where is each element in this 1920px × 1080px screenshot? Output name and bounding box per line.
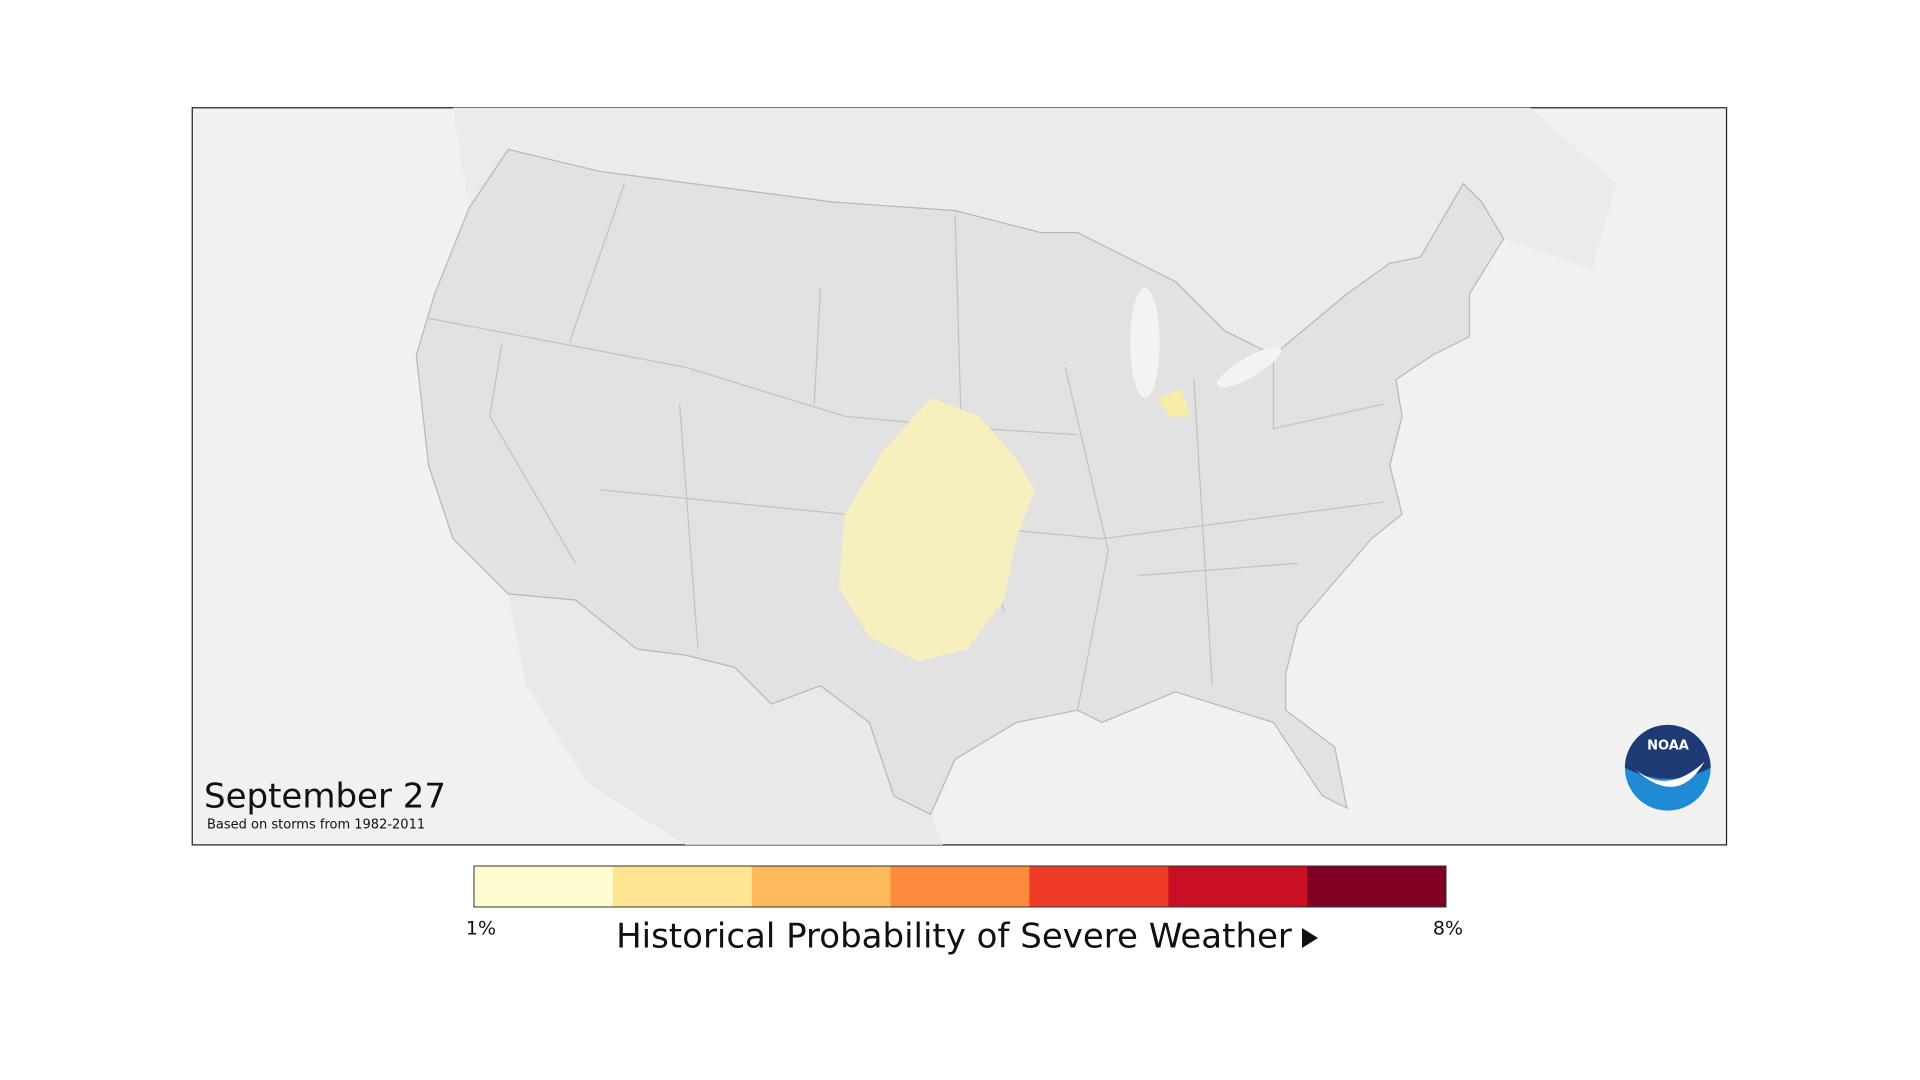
noaa-logo xyxy=(1624,724,1711,811)
color-bin xyxy=(474,866,614,907)
map-layer xyxy=(191,107,1728,846)
legend-max-label: 8% xyxy=(1433,918,1463,940)
logo-text: NOAA xyxy=(1647,739,1689,754)
lake-erie xyxy=(1216,347,1282,388)
legend-arrow xyxy=(1302,928,1318,948)
color-bin xyxy=(890,866,1030,907)
map-title: September 27 xyxy=(204,777,446,817)
colorbar-border xyxy=(473,865,1447,908)
color-bin xyxy=(1029,866,1169,907)
legend-min-label: 1% xyxy=(466,918,496,940)
color-bin xyxy=(751,866,892,907)
legend-title: Historical Probability of Severe Weather xyxy=(616,917,1292,957)
land-canada xyxy=(453,107,1617,356)
probability-area xyxy=(838,397,1035,662)
land-mexico xyxy=(508,593,943,845)
lake-michigan xyxy=(1130,287,1160,398)
color-bin xyxy=(612,866,753,907)
color-bin xyxy=(1307,866,1447,907)
probability-area-small xyxy=(1157,389,1191,417)
colorbar xyxy=(474,866,1447,907)
color-bin xyxy=(1168,866,1308,907)
map-subtitle: Based on storms from 1982-2011 xyxy=(207,818,425,833)
